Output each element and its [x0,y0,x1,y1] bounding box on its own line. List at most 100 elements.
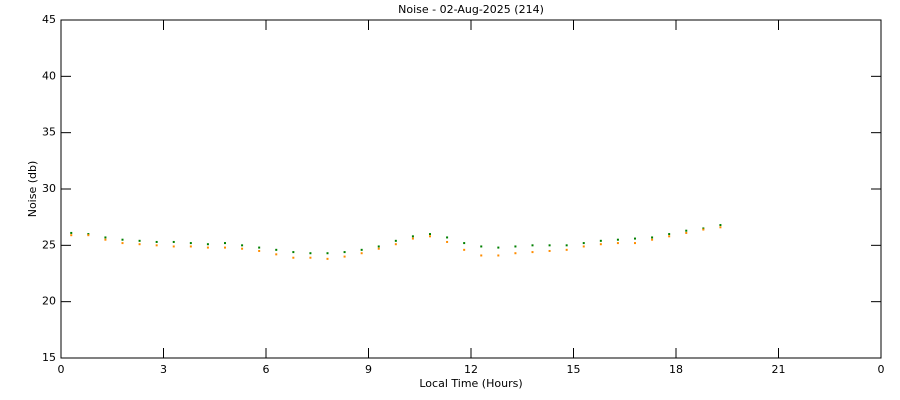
data-point [292,256,295,259]
data-point [616,242,619,245]
data-point [309,252,312,255]
x-tick-label: 6 [263,363,270,376]
data-point [599,243,602,246]
data-point [258,249,261,252]
data-point [411,235,414,238]
data-point [87,234,90,237]
data-point [360,252,363,255]
data-point [138,243,141,246]
data-point [497,246,500,249]
data-point [582,242,585,245]
data-point [121,242,124,245]
data-point [702,227,705,230]
x-tick-label: 21 [772,363,786,376]
data-point [206,243,209,246]
data-point [651,236,654,239]
data-point [138,239,141,242]
data-point [719,224,722,227]
data-point [429,233,431,236]
data-point [668,235,671,238]
data-point [309,256,312,259]
y-tick-label: 40 [42,69,56,82]
x-tick-label: 12 [464,363,478,376]
y-tick-label: 15 [42,351,56,364]
x-tick-label: 0 [878,363,885,376]
data-point [121,238,124,241]
data-point [343,255,346,258]
data-point [565,248,568,251]
data-point [599,239,602,242]
y-axis-label: Noise (db) [26,161,39,218]
data-point [446,236,449,239]
data-point [719,226,722,229]
x-axis-label: Local Time (Hours) [419,377,522,390]
data-point [224,242,226,245]
chart-title: Noise - 02-Aug-2025 (214) [398,3,544,16]
data-point [360,248,363,251]
data-point [258,246,261,249]
data-point [429,235,431,238]
data-point [531,251,534,254]
data-point [446,240,449,243]
data-point [548,249,551,252]
data-point [155,240,158,243]
data-point [241,247,244,250]
y-tick-label: 20 [42,295,56,308]
x-tick-label: 0 [58,363,65,376]
data-point [651,238,654,241]
data-point [377,247,380,250]
data-point [70,231,73,234]
data-point [514,245,517,248]
data-point [275,248,278,251]
data-point [685,231,688,234]
data-point [394,239,397,242]
y-tick-label: 30 [42,182,56,195]
data-point [548,244,551,247]
data-point [616,238,619,241]
data-point [463,248,466,251]
data-point [377,245,380,248]
data-point [104,236,107,239]
data-point [224,246,226,249]
data-point [155,244,158,247]
data-point [394,243,397,246]
x-tick-label: 9 [365,363,372,376]
data-point [480,254,483,257]
data-point [70,234,73,237]
y-tick-label: 25 [42,238,56,251]
data-point [189,245,192,248]
data-point [702,228,705,231]
data-point [241,244,244,247]
data-point [326,252,329,255]
data-point [343,251,346,254]
data-point [668,233,671,236]
data-point [634,242,636,245]
data-point [531,244,534,247]
data-point [275,253,278,256]
data-point [189,242,192,245]
data-point [497,254,500,257]
data-point [685,229,688,232]
data-point [582,245,585,248]
data-point [87,233,90,236]
data-point [634,237,636,240]
y-tick-label: 35 [42,126,56,139]
plot-frame [60,19,882,359]
data-point [172,240,175,243]
data-point [514,252,517,255]
x-tick-label: 15 [567,363,581,376]
data-point [172,245,175,248]
x-tick-label: 18 [669,363,683,376]
data-point [326,257,329,260]
data-point [206,246,209,249]
data-point [463,242,466,245]
x-tick-label: 3 [160,363,167,376]
data-point [104,238,107,241]
y-tick-label: 45 [42,13,56,26]
data-point [565,244,568,247]
data-point [480,245,483,248]
data-point [411,237,414,240]
data-point [292,251,295,254]
